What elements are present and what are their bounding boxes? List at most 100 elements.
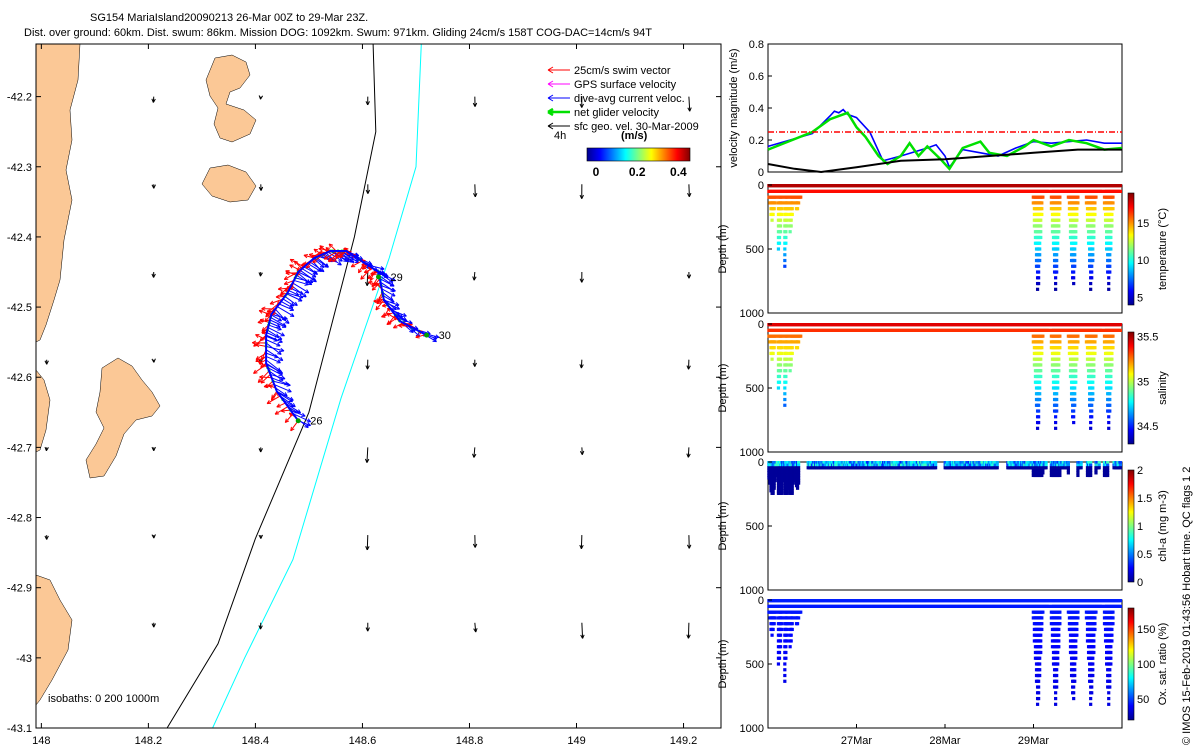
profile-point [789, 369, 792, 372]
colorbar-label: salinity [1157, 371, 1169, 405]
profile-point [1090, 415, 1093, 418]
profile-point [1090, 265, 1093, 268]
profile-point [778, 242, 781, 245]
profile-point [1091, 247, 1094, 250]
profile-panel-oxygen: 05001000Depth (m)50100150 Ox. sat. ratio … [717, 595, 1169, 747]
swim-vector [285, 414, 293, 423]
profile-point [1073, 392, 1076, 395]
day-label: 30 [439, 330, 451, 342]
profile-point [1057, 369, 1060, 372]
profile-point [1092, 369, 1095, 372]
profile-panel-chl: 05001000Depth (m)00.511.52chl-a (mg m-3) [717, 457, 1169, 597]
profile-point [1076, 335, 1079, 338]
profile-point [784, 657, 787, 660]
map-ytick-label: -43 [16, 653, 32, 665]
profile-point [789, 230, 792, 233]
profile-point [778, 375, 781, 378]
profile-point [784, 381, 787, 384]
legend-item-gps: GPS surface velocity [548, 79, 677, 91]
profile-point [1090, 276, 1093, 279]
profile-point [777, 662, 780, 665]
profile-point [1093, 340, 1096, 343]
colorbar-tick-label: 1.5 [1137, 493, 1152, 505]
profile-point [1073, 259, 1076, 262]
profile-point [1055, 265, 1058, 268]
profile-point [1091, 242, 1094, 245]
profile-point [784, 651, 787, 654]
profile-point [1091, 259, 1094, 262]
profile-point [777, 386, 780, 389]
velocity-ylabel: velocity magnitude (m/s) [728, 48, 740, 167]
profile-point [1058, 335, 1061, 338]
profile-panel-salinity: 05001000Depth (m)34.53535.5salinity [717, 319, 1169, 459]
profile-point [1056, 375, 1059, 378]
profile-point [1075, 219, 1078, 222]
profile-point [1089, 474, 1092, 477]
profile-point [1092, 363, 1095, 366]
colorbar-tick-label: 15 [1137, 218, 1149, 230]
profile-point [784, 369, 787, 372]
profile-point [1107, 276, 1110, 279]
profile-point [780, 346, 783, 349]
colorbar-tick-label: 0 [593, 165, 600, 179]
map-xtick-label: 148.2 [135, 735, 163, 747]
profile-point [1057, 358, 1060, 361]
profile-panel-temperature: 05001000Depth (m)51015 temperature (°C) [717, 180, 1169, 320]
profile-point [1110, 358, 1113, 361]
profile-point [1055, 392, 1058, 395]
profile-point [1110, 213, 1113, 216]
profile-point [1054, 427, 1057, 430]
profile-point [1108, 265, 1111, 268]
profile-point [1058, 196, 1061, 199]
profile-point [783, 398, 786, 401]
profile-point [1091, 386, 1094, 389]
profile-point [1057, 230, 1060, 233]
profile-point [1073, 386, 1076, 389]
colorbar-tick-label: 0.4 [670, 165, 687, 179]
profile-point [1092, 236, 1095, 239]
profile-point [1093, 207, 1096, 210]
profile-point [790, 358, 793, 361]
depth-tick-label: 0 [758, 180, 764, 192]
profile-point [1041, 196, 1044, 199]
profile-point [1073, 404, 1076, 407]
profile-point [1109, 242, 1112, 245]
profile-point [1044, 466, 1047, 469]
profile-point [1110, 352, 1113, 355]
velocity-ytick-label: 0.2 [749, 135, 764, 147]
profile-point [779, 219, 782, 222]
profile-point [785, 213, 788, 216]
map-ytick-label: -42.8 [7, 513, 32, 525]
profile-point [1075, 207, 1078, 210]
profile-point [1039, 358, 1042, 361]
profile-point [1073, 265, 1076, 268]
profile-point [1076, 474, 1079, 477]
time-series-panels: 00.20.40.60.8velocity magnitude (m/s)050… [717, 39, 1169, 747]
profile-point [1072, 409, 1075, 412]
land-areas [36, 44, 256, 705]
colorbar-tick-label: 34.5 [1137, 421, 1158, 433]
profile-point [1036, 288, 1039, 291]
profile-point [791, 628, 794, 631]
map-xtick-label: 148.6 [349, 735, 377, 747]
profile-point [783, 259, 786, 262]
profile-point [1076, 196, 1079, 199]
colorbar-tick-label: 5 [1137, 293, 1143, 305]
profile-point [1054, 282, 1057, 285]
velocity-panel: 00.20.40.60.8velocity magnitude (m/s) [728, 39, 1122, 179]
profile-point [1119, 466, 1122, 469]
profile-point [1073, 247, 1076, 250]
profile-point [1107, 415, 1110, 418]
profile-point [1119, 190, 1122, 193]
day-label: 29 [391, 272, 403, 284]
colorbar-label: chl-a (mg m-3) [1157, 490, 1169, 562]
legend-label: dive-avg current veloc. [574, 93, 685, 105]
profile-point [1074, 236, 1077, 239]
profile-point [778, 657, 781, 660]
profile-point [785, 352, 788, 355]
profile-point [1108, 270, 1111, 273]
profile-point [770, 219, 773, 222]
profile-point [1109, 375, 1112, 378]
profile-point [1037, 282, 1040, 285]
profile-point [1111, 201, 1114, 204]
